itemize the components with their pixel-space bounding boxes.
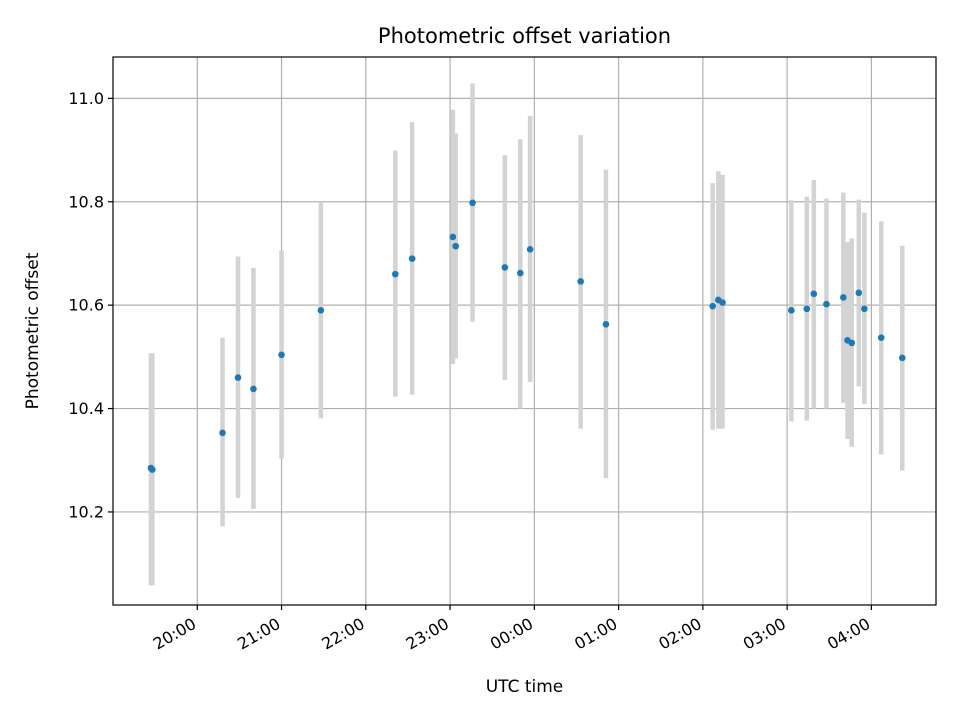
data-point	[391, 270, 399, 278]
data-point	[408, 255, 416, 262]
data-point	[219, 429, 226, 437]
data-point	[823, 300, 830, 308]
plot-frame	[112, 56, 937, 606]
data-point	[449, 233, 457, 241]
y-tick-label: 10.2	[68, 502, 104, 521]
data-point	[250, 385, 257, 393]
chart-title: Photometric offset variation	[378, 24, 671, 48]
x-axis-label: UTC time	[486, 677, 564, 697]
data-point	[452, 242, 459, 250]
data-point	[234, 374, 242, 381]
data-point	[855, 289, 863, 297]
data-point	[803, 305, 811, 313]
data-point	[861, 305, 868, 313]
data-point	[810, 290, 818, 298]
data-point	[516, 269, 524, 277]
y-tick-label: 11.0	[68, 89, 104, 108]
data-point	[526, 246, 534, 253]
data-point	[149, 466, 156, 473]
data-point	[602, 320, 610, 328]
y-tick-label: 10.4	[68, 399, 104, 418]
grid-layer	[113, 57, 936, 605]
point-layer	[147, 199, 906, 473]
data-point	[577, 278, 584, 285]
data-point	[709, 302, 716, 310]
data-point	[788, 307, 795, 314]
y-axis-label: Photometric offset	[23, 252, 43, 409]
data-point	[840, 294, 847, 301]
y-tick-label: 10.8	[68, 192, 104, 211]
data-point	[501, 264, 509, 271]
data-point	[469, 199, 476, 207]
data-point	[877, 334, 885, 342]
data-point	[278, 351, 285, 359]
y-tick-label: 10.6	[68, 296, 104, 315]
data-point	[317, 307, 325, 314]
data-point	[719, 299, 726, 306]
data-point	[898, 354, 906, 362]
data-point	[848, 339, 856, 347]
